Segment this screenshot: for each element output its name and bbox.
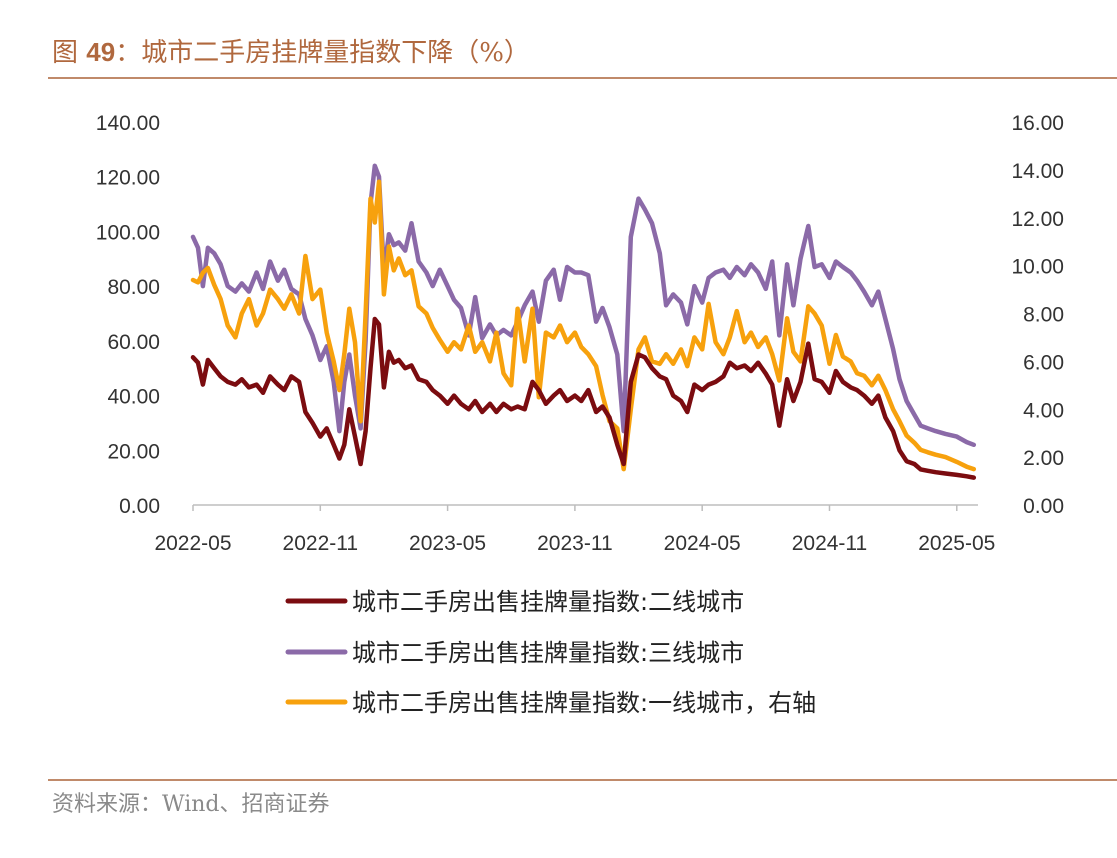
left-tick-label: 40.00 — [107, 386, 160, 409]
right-tick-label: 2.00 — [1023, 447, 1064, 470]
source-rule — [48, 779, 1117, 781]
left-tick-label: 140.00 — [96, 112, 160, 135]
legend-label: 城市二手房出售挂牌量指数:二线城市 — [352, 588, 744, 616]
right-tick-label: 12.00 — [1011, 208, 1064, 231]
legend-label: 城市二手房出售挂牌量指数:三线城市 — [352, 639, 744, 667]
title-prefix: 图 — [52, 38, 79, 68]
left-tick-label: 100.00 — [96, 221, 160, 244]
right-tick-label: 8.00 — [1023, 304, 1064, 327]
right-tick-label: 10.00 — [1011, 256, 1064, 279]
line-chart: 2022-05 2022-11 2023-05 2023-11 2024-05 2024-… — [96, 112, 1064, 717]
title-text: ：城市二手房挂牌量指数下降（%） — [115, 38, 530, 68]
right-tick-label: 14.00 — [1011, 160, 1064, 183]
right-tick-label: 6.00 — [1023, 351, 1064, 374]
left-tick-label: 0.00 — [119, 495, 160, 518]
x-tick-label: 2023-11 — [537, 532, 613, 555]
figure-title: 图 49：城市二手房挂牌量指数下降（%） — [52, 32, 530, 69]
left-tick-label: 60.00 — [107, 331, 160, 354]
left-tick-label: 20.00 — [107, 440, 160, 463]
title-number: 49 — [86, 37, 116, 67]
title-rule — [48, 77, 1117, 79]
x-tick-label: 2024-11 — [792, 532, 868, 555]
left-tick-label: 120.00 — [96, 167, 160, 190]
left-tick-label: 80.00 — [107, 276, 160, 299]
x-tick-label: 2025-05 — [918, 532, 995, 555]
series-line-tier1 — [190, 179, 977, 472]
legend-label: 城市二手房出售挂牌量指数:一线城市，右轴 — [352, 689, 816, 717]
x-tick-label: 2022-11 — [283, 532, 359, 555]
series-line-tier2 — [190, 316, 977, 480]
right-tick-label: 16.00 — [1011, 112, 1064, 135]
x-tick-label: 2024-05 — [664, 532, 741, 555]
source-note: 资料来源：Wind、招商证券 — [52, 792, 330, 817]
right-tick-label: 4.00 — [1023, 399, 1064, 422]
series-line-tier3 — [190, 163, 977, 448]
x-tick-label: 2023-05 — [409, 532, 486, 555]
x-tick-label: 2022-05 — [154, 532, 231, 555]
right-tick-label: 0.00 — [1023, 495, 1064, 518]
